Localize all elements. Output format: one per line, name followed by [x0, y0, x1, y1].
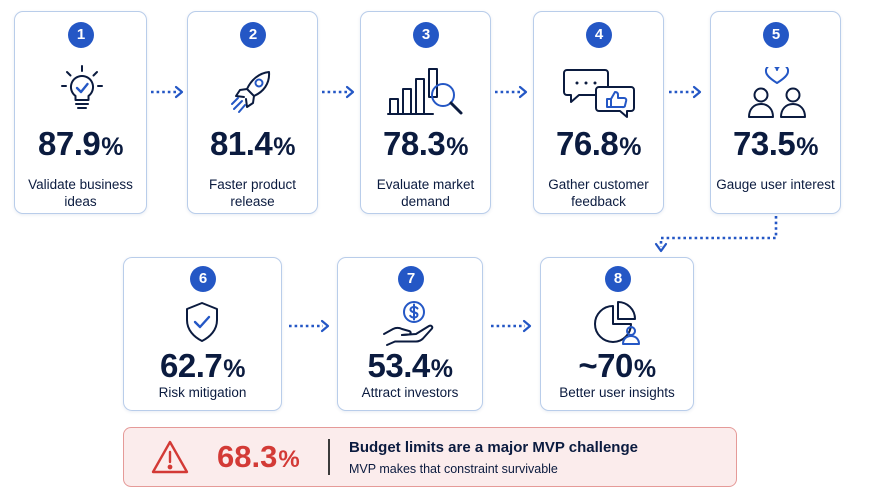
users-heart-icon: [745, 67, 809, 121]
pie-chart-user-icon: [593, 300, 643, 346]
step-number-badge: 1: [68, 22, 94, 48]
step-card-6: 6 62.7% Risk mitigation: [123, 257, 282, 411]
step-label: Attract investors: [361, 385, 459, 400]
row-connector-arrow: [648, 214, 782, 261]
alert-title: Budget limits are a major MVP challenge: [349, 439, 638, 456]
hand-coin-icon: [381, 300, 441, 348]
step-number-badge: 4: [586, 22, 612, 48]
percent-sign: %: [223, 355, 245, 383]
alert-percentage: 68.3%: [217, 439, 300, 475]
percent-sign: %: [796, 133, 818, 161]
step-number-badge: 8: [605, 266, 631, 292]
step-card-7: 7 53.4% Attract investors: [337, 257, 483, 411]
step-percentage: 53.4%: [338, 347, 482, 385]
step-number-badge: 7: [398, 266, 424, 292]
percentage-value: 73.5: [733, 125, 796, 162]
percent-sign: %: [633, 355, 656, 383]
percent-sign: %: [619, 133, 641, 161]
step-label: Evaluate market demand: [376, 177, 475, 209]
percentage-value: 76.8: [556, 125, 619, 162]
percent-sign: %: [430, 355, 453, 383]
bar-chart-magnifier-icon: [387, 67, 467, 119]
lightbulb-check-icon: [60, 64, 104, 116]
step-number-badge: 5: [763, 22, 789, 48]
percentage-value: 53.4: [367, 347, 431, 384]
step-percentage: 87.9%: [15, 125, 146, 163]
percent-sign: %: [101, 133, 123, 161]
flow-arrow: [494, 85, 530, 104]
percent-sign: %: [273, 133, 295, 161]
percentage-value: 62.7: [160, 347, 223, 384]
percentage-value: 78.3: [383, 125, 446, 162]
percentage-value: 81.4: [210, 125, 273, 162]
flow-arrow: [668, 85, 704, 104]
percentage-value: ~70: [578, 347, 633, 384]
divider: [328, 439, 330, 475]
step-label: Gauge user interest: [716, 177, 835, 192]
flow-arrow: [288, 319, 332, 338]
rocket-icon: [229, 66, 277, 118]
step-card-8: 8 ~70% Better user insights: [540, 257, 694, 411]
step-label: Gather customer feedback: [548, 177, 649, 209]
step-label: Faster product release: [208, 177, 297, 209]
step-percentage: 76.8%: [534, 125, 663, 163]
step-percentage: 78.3%: [361, 125, 490, 163]
shield-check-icon: [180, 300, 224, 344]
step-percentage: 81.4%: [188, 125, 317, 163]
flow-arrow: [150, 85, 186, 104]
step-label: Risk mitigation: [158, 385, 247, 400]
step-percentage: ~70%: [541, 347, 693, 385]
chat-bubbles-thumbs-up-icon: [563, 67, 637, 119]
step-percentage: 73.5%: [711, 125, 840, 163]
step-label: Validate business ideas: [28, 177, 133, 209]
flow-arrow: [321, 85, 357, 104]
alert-percentage-value: 68.3: [217, 439, 278, 474]
warning-triangle-icon: [150, 439, 190, 475]
alert-subtitle: MVP makes that constraint survivable: [349, 462, 558, 476]
step-card-2: 2 81.4% Faster product release: [187, 11, 318, 214]
step-number-badge: 3: [413, 22, 439, 48]
step-percentage: 62.7%: [124, 347, 281, 385]
step-card-4: 4 76.8% Gather customer feedback: [533, 11, 664, 214]
alert-percent-sign: %: [278, 446, 300, 473]
percentage-value: 87.9: [38, 125, 101, 162]
percent-sign: %: [446, 133, 468, 161]
step-number-badge: 2: [240, 22, 266, 48]
step-number-badge: 6: [190, 266, 216, 292]
budget-alert-banner: 68.3% Budget limits are a major MVP chal…: [123, 427, 737, 487]
step-card-1: 1 87.9% Validate business ideas: [14, 11, 147, 214]
step-card-5: 5 73.5% Gauge user interest: [710, 11, 841, 214]
step-label: Better user insights: [559, 385, 675, 400]
step-card-3: 3 78.3% Evaluate market demand: [360, 11, 491, 214]
flow-arrow: [490, 319, 534, 338]
